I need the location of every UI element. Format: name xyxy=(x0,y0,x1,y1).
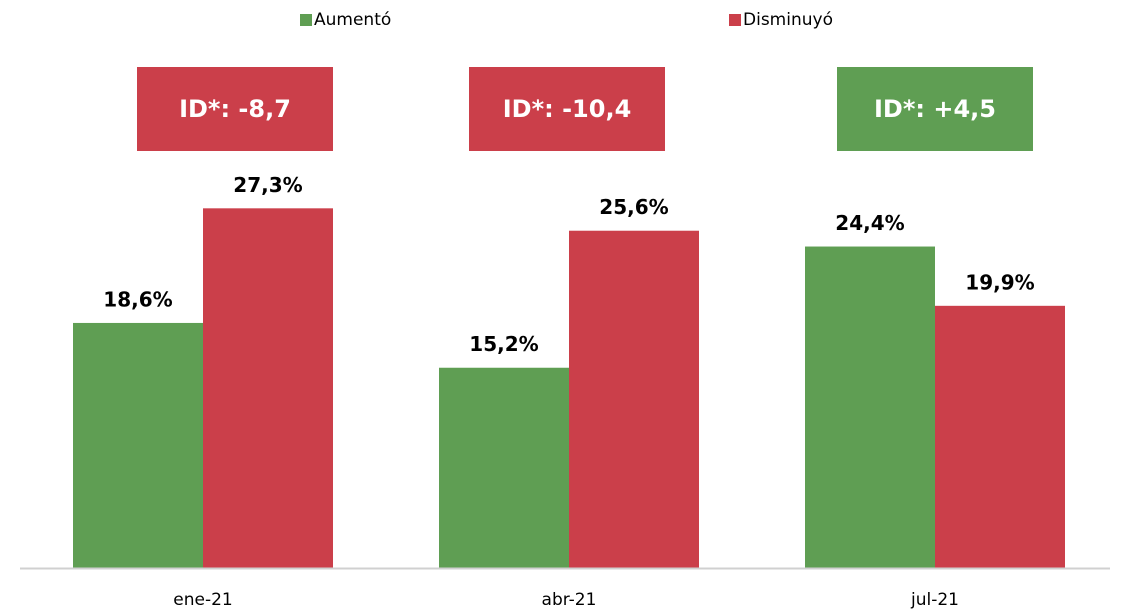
bar xyxy=(569,230,699,568)
x-tick-label: abr-21 xyxy=(542,590,597,609)
annotation-text: ID*: -8,7 xyxy=(179,95,291,123)
bar xyxy=(203,208,333,568)
legend-label: Aumentó xyxy=(314,10,391,30)
data-label: 19,9% xyxy=(965,270,1034,294)
bar xyxy=(73,322,203,568)
annotation-text: ID*: +4,5 xyxy=(874,95,996,123)
x-tick-label: jul-21 xyxy=(910,590,959,609)
data-label: 24,4% xyxy=(835,211,904,235)
annotation-box xyxy=(837,67,1033,151)
annotation-box xyxy=(137,67,333,151)
annotation-box xyxy=(469,67,665,151)
legend-swatch xyxy=(729,14,741,26)
legend-label: Disminuyó xyxy=(743,10,833,30)
data-label: 18,6% xyxy=(103,287,172,311)
x-tick-label: ene-21 xyxy=(173,590,232,609)
data-label: 25,6% xyxy=(599,195,668,219)
legend-swatch xyxy=(300,14,312,26)
bar xyxy=(935,305,1065,568)
annotation-text: ID*: -10,4 xyxy=(503,95,632,123)
bar xyxy=(439,367,569,568)
data-label: 27,3% xyxy=(233,173,302,197)
bar xyxy=(805,246,935,568)
data-label: 15,2% xyxy=(469,332,538,356)
